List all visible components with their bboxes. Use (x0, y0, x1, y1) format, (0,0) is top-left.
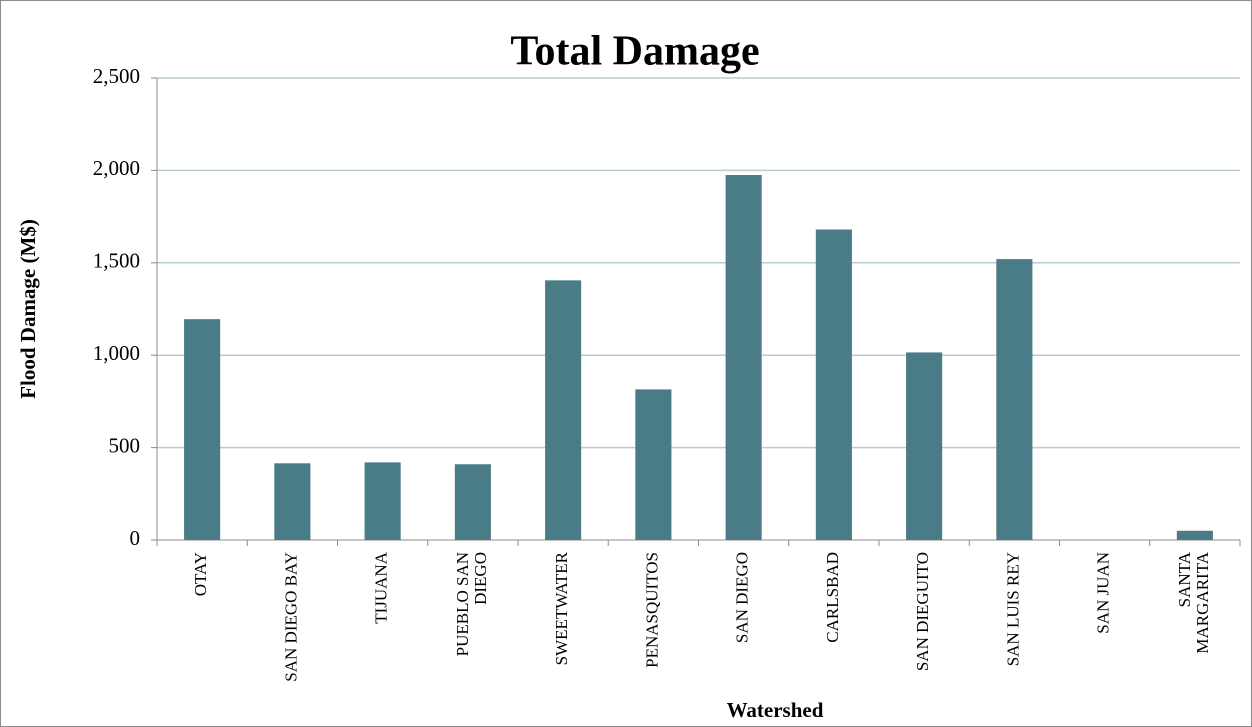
bar (725, 175, 762, 540)
y-tick-label: 2,000 (93, 156, 140, 180)
x-tick-label: SAN DIEGO (733, 552, 752, 643)
bar (996, 259, 1033, 540)
x-axis-label: Watershed (727, 698, 824, 722)
bar (274, 463, 311, 540)
y-tick-label: 0 (130, 526, 141, 550)
x-tick-label: SANTAMARGARITA (1175, 551, 1212, 653)
bar (1176, 530, 1213, 540)
bar (184, 319, 221, 540)
x-tick-label: SAN DIEGO BAY (281, 552, 300, 682)
y-tick-label: 2,500 (93, 64, 140, 88)
bar (815, 229, 852, 540)
x-tick-label: SAN DIEGUITO (913, 552, 932, 671)
x-tick-label: OTAY (191, 552, 210, 596)
chart-title: Total Damage (510, 29, 759, 75)
x-tick-label: PUEBLO SANDIEGO (453, 552, 490, 656)
bar (635, 389, 672, 540)
bar (906, 352, 943, 540)
y-tick-label: 1,500 (93, 249, 140, 273)
y-tick-label: 1,000 (93, 341, 140, 365)
x-tick-label: SAN LUIS REY (1003, 552, 1022, 666)
x-tick-label: TIJUANA (372, 551, 391, 623)
y-tick-label: 500 (109, 433, 141, 457)
bar (364, 462, 401, 540)
bar (454, 464, 491, 540)
x-tick-label: PENASQUITOS (642, 552, 661, 668)
bar (545, 280, 582, 540)
x-tick-label: SWEETWATER (552, 551, 571, 665)
x-tick-label: CARLSBAD (823, 552, 842, 643)
y-axis-label: Flood Damage (M$) (16, 219, 40, 399)
x-tick-label: SAN JUAN (1094, 552, 1113, 634)
